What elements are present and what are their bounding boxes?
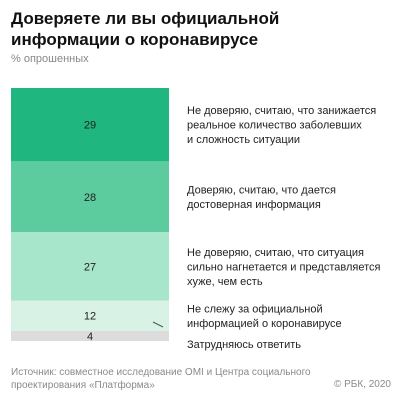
bar-segment-4 [11,330,169,341]
category-label-0: Не доверяю, считаю, что занижается реальн… [187,105,376,146]
value-label-3: 12 [84,311,96,323]
chart-title: Доверяете ли вы официальной информации о… [11,9,280,49]
bar-segment-1 [11,161,169,233]
copyright: © РБК, 2020 [333,379,391,390]
bar-segment-2 [11,232,169,301]
value-label-1: 28 [84,192,96,204]
bar-segment-3 [11,300,169,331]
category-label-3: Не слежу за официальной информацией о кор… [187,303,342,330]
value-label-2: 27 [84,261,96,273]
value-label-0: 29 [84,120,96,132]
leader-line [152,321,164,328]
category-label-1: Доверяю, считаю, что дается достоверная и… [187,185,336,212]
category-label-2: Не доверяю, считаю, что ситуация сильно н… [187,247,381,288]
bar-segment-0 [11,88,169,162]
chart-subtitle: % опрошенных [11,53,89,65]
category-label-4: Затрудняюсь ответить [187,339,301,351]
value-label-4: 4 [87,331,93,343]
source-note: Источник: совместное исследование OMI и … [11,367,311,391]
